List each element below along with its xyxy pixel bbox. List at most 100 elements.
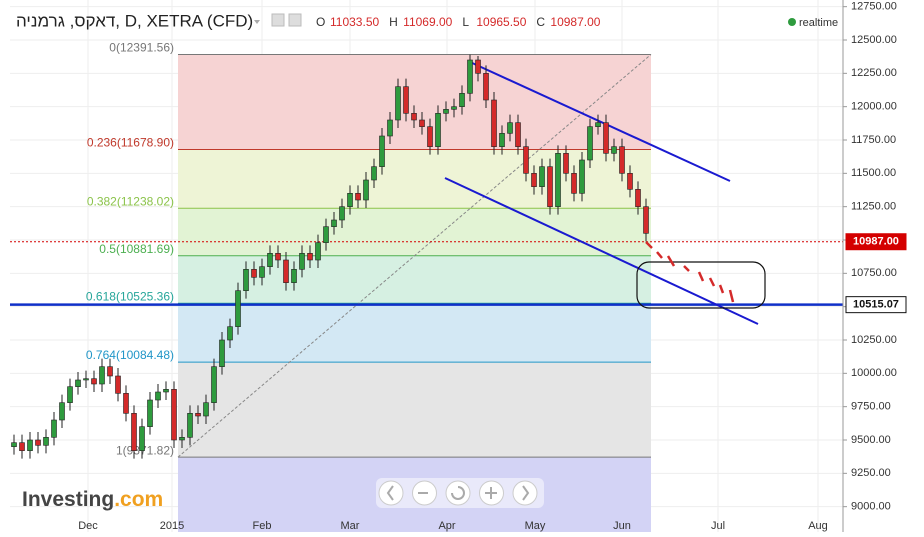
candle-body [203, 402, 209, 417]
y-axis: 9000.00 9250.00 9500.00 9750.00 10000.00 1025… [78, 0, 924, 532]
candle-body [275, 253, 281, 261]
fib-band [178, 255, 651, 304]
candle-body [539, 166, 545, 187]
candle-body [459, 93, 465, 107]
y-tick-label: 11500.00 [851, 167, 896, 179]
candle-body [139, 426, 145, 451]
zoom-button[interactable] [445, 480, 471, 506]
candle-body [587, 126, 593, 161]
y-tick-label: 12000.00 [851, 101, 897, 113]
fib-label: 0.764(10084.48) [86, 348, 174, 362]
y-tick-label: 12500.00 [851, 34, 897, 46]
quote-key: O [316, 15, 325, 29]
quote-value: 11069.00 [403, 15, 452, 29]
fib-band [178, 208, 651, 256]
trendline [469, 61, 731, 182]
candle-body [315, 242, 321, 261]
icon-button[interactable] [271, 13, 285, 27]
fib-band [178, 362, 651, 458]
candle-body [11, 442, 17, 447]
candle-body [107, 366, 113, 377]
quote-key: C [536, 15, 545, 29]
candle-body [355, 193, 361, 201]
candle-body [507, 122, 513, 134]
x-tick-label: Apr [438, 520, 455, 532]
candle-body [211, 366, 217, 403]
candle-body [595, 122, 601, 127]
candle-body [91, 378, 97, 385]
x-tick-label: Aug [808, 520, 828, 532]
candle-body [323, 226, 329, 243]
price-tag-label: 10987.00 [853, 236, 899, 248]
x-tick-label: Mar [341, 520, 360, 532]
zoom-button[interactable] [378, 480, 404, 506]
candle-body [43, 437, 49, 446]
projection-dash [697, 271, 705, 282]
candle-body [187, 413, 193, 438]
trendline [444, 177, 759, 325]
quote-key: L [462, 15, 469, 29]
zoom-icon [522, 485, 530, 501]
projection-dash [708, 277, 716, 287]
plot-area: 0(12391.56) 0.236(11678.90) 0.382(11238.02… [10, 0, 843, 532]
candle-body [555, 153, 561, 207]
candle-body [243, 269, 249, 291]
x-tick-label: Jul [711, 520, 725, 532]
candle-body [363, 179, 369, 201]
y-tick-label: 9750.00 [851, 401, 891, 413]
candle-body [435, 113, 441, 147]
brand: Investing.com [22, 488, 163, 511]
projection-dash [683, 265, 690, 272]
candle-body [403, 86, 409, 114]
candle-body [67, 386, 73, 403]
axis-bg [843, 0, 924, 532]
brand-suffix: .com [114, 488, 163, 511]
fib-label: 0(12391.56) [109, 41, 174, 55]
y-tick-label: 10250.00 [851, 334, 897, 346]
candle-body [627, 173, 633, 190]
candle-body [59, 402, 65, 421]
highlight-box [636, 261, 766, 309]
candle-body [251, 269, 257, 278]
candle-body [411, 113, 417, 121]
quote-value: 10965.50 [476, 15, 526, 29]
y-tick-label: 12250.00 [851, 67, 897, 79]
candle-body [83, 378, 89, 381]
fib-trend [177, 54, 652, 458]
price-tag [845, 296, 907, 314]
candle-body [419, 119, 425, 127]
candle-body [235, 290, 241, 327]
candle-body [619, 146, 625, 174]
price-tag [845, 233, 907, 251]
projection-dash [666, 255, 676, 267]
x-tick-label: Dec [78, 520, 98, 532]
icon-button[interactable] [288, 13, 302, 27]
x-tick-label: Jun [613, 520, 631, 532]
y-tick-label: 11750.00 [851, 134, 896, 146]
candle-body [643, 206, 649, 234]
candle-body [635, 189, 641, 207]
projection-dash [718, 284, 725, 294]
price-tag-label: 10515.07 [853, 299, 899, 311]
y-tick-label: 10750.00 [851, 267, 897, 279]
candle-body [35, 439, 41, 446]
candle-body [331, 219, 337, 227]
candle-body [427, 126, 433, 147]
fib-label: 0.382(11238.02) [87, 194, 174, 208]
candle-body [339, 206, 345, 221]
y-tick-label: 12750.00 [851, 1, 897, 13]
candle-body [259, 266, 265, 278]
candle-body [147, 399, 153, 427]
candle-body [291, 269, 297, 283]
candle-body [395, 86, 401, 121]
candle-body [563, 153, 569, 174]
candle-body [155, 391, 161, 401]
zoom-button[interactable] [512, 480, 538, 506]
candle-body [267, 253, 273, 267]
candle-body [531, 173, 537, 187]
y-tick-label: 9250.00 [851, 467, 891, 479]
candle-body [123, 393, 129, 414]
x-tick-label: 2015 [160, 520, 184, 532]
